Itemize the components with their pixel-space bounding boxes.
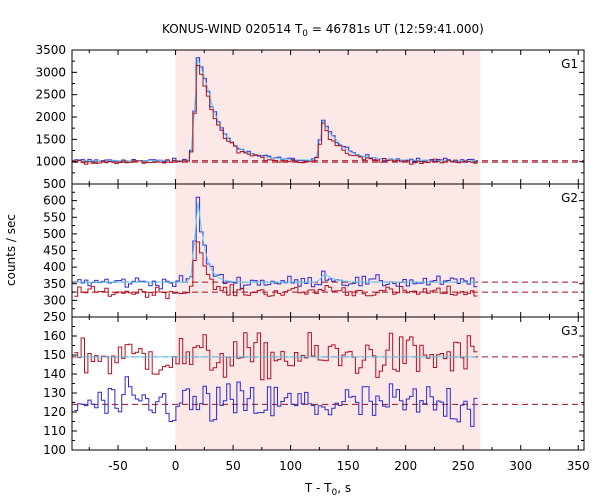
y-tick-label: 100 <box>43 443 66 457</box>
x-tick-label: 50 <box>225 459 240 473</box>
y-tick-label: 3500 <box>35 43 66 57</box>
shaded-interval <box>175 317 481 450</box>
y-tick-label: 150 <box>43 348 66 362</box>
series-red-g3 <box>74 332 478 381</box>
y-tick-label: 120 <box>43 405 66 419</box>
x-tick-label: 200 <box>394 459 417 473</box>
y-tick-label: 300 <box>43 293 66 307</box>
fit-curve-g2 <box>76 201 476 283</box>
chart-title-main: KONUS-WIND 020514 T <box>162 22 303 36</box>
y-tick-label: 400 <box>43 260 66 274</box>
panel-g3: 100 110 120 130 140 150 160 G3 -50 0 50 100 150 200 25… <box>43 316 590 473</box>
y-tick-label: 450 <box>43 244 66 258</box>
y-tick-label: 3000 <box>35 65 66 79</box>
series-blue-g3 <box>74 376 478 427</box>
y-axis-label: counts / sec <box>4 214 18 286</box>
y-tick-label: 1000 <box>35 155 66 169</box>
panel-label: G2 <box>561 191 578 205</box>
y-tick-label: 500 <box>43 177 66 191</box>
y-tick-label: 140 <box>43 367 66 381</box>
panels: 500100015002000250030003500G125030035040… <box>35 43 589 473</box>
x-axis-label-sub: 0 <box>332 488 338 498</box>
x-axis-label-main: T - T <box>304 481 332 495</box>
shaded-interval <box>175 184 481 317</box>
series-red-g1 <box>74 65 478 165</box>
series-blue-g2 <box>74 196 478 290</box>
y-tick-label: 500 <box>43 227 66 241</box>
x-axis-label-rest: , s <box>337 481 351 495</box>
svg-text:KONUS-WIND 020514 T0 = 46781s: KONUS-WIND 020514 T0 = 46781s UT (12:59:… <box>162 22 484 39</box>
y-tick-label: 2000 <box>35 110 66 124</box>
y-tick-label: 550 <box>43 210 66 224</box>
x-tick-label: 350 <box>567 459 590 473</box>
y-tick-label: 1500 <box>35 132 66 146</box>
shaded-interval <box>175 50 481 184</box>
plot-area <box>72 196 584 300</box>
y-tick-label: 600 <box>43 194 66 208</box>
x-tick-label: -50 <box>108 459 128 473</box>
x-tick-label: 100 <box>279 459 302 473</box>
chart-title-sub: 0 <box>302 29 308 39</box>
x-axis-label: T - T0, s <box>304 481 351 498</box>
chart-title-rest: = 46781s UT (12:59:41.000) <box>308 22 484 36</box>
y-tick-label: 250 <box>43 310 66 324</box>
x-tick-label: 0 <box>172 459 180 473</box>
panel-label: G1 <box>561 57 578 71</box>
y-tick-label: 110 <box>43 424 66 438</box>
chart-title: KONUS-WIND 020514 T0 = 46781s UT (12:59:… <box>162 22 484 39</box>
y-tick-label: 130 <box>43 386 66 400</box>
y-tick-label: 160 <box>43 329 66 343</box>
x-tick-label: 250 <box>452 459 475 473</box>
panel-label: G3 <box>561 324 578 338</box>
x-tick-label: 150 <box>337 459 360 473</box>
series-red-g2 <box>74 241 478 300</box>
plot-area <box>72 57 584 165</box>
y-tick-label: 2500 <box>35 88 66 102</box>
panel-g1: 500 1000 1500 2000 2500 3000 3500 G1 <box>35 43 585 191</box>
y-tick-label: 350 <box>43 277 66 291</box>
panel-g2: 250 300 350 400 450 500 550 600 G2 <box>43 183 585 324</box>
plot-area <box>72 332 584 427</box>
x-tick-label: 300 <box>509 459 532 473</box>
